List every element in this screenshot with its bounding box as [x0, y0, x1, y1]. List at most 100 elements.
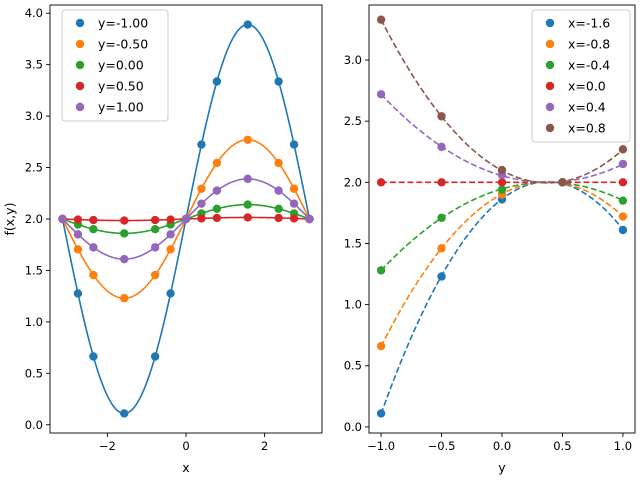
data-point-5-2 [497, 165, 507, 175]
data-point-1-3 [120, 294, 129, 303]
data-point-1-2 [89, 270, 98, 280]
series-group [58, 20, 314, 418]
data-point-1-9 [243, 135, 252, 144]
data-point-2-2 [497, 185, 507, 194]
legend-marker-1 [75, 39, 85, 49]
data-point-2-1 [437, 213, 446, 222]
data-point-5-1 [437, 112, 446, 121]
data-point-3-4 [150, 215, 160, 225]
legend-label-3: y=0.50 [98, 79, 144, 94]
data-point-4-0 [376, 90, 386, 99]
data-point-0-7 [197, 140, 206, 149]
data-point-3-4 [618, 178, 628, 187]
legend-marker-5 [545, 123, 555, 133]
data-point-4-4 [150, 243, 160, 252]
series-group [376, 15, 628, 418]
y-tick-label: 1.5 [25, 263, 43, 277]
data-point-4-12 [305, 214, 314, 224]
data-point-0-1 [437, 272, 446, 281]
data-point-1-8 [212, 158, 222, 168]
x-tick-label: 0.0 [493, 439, 511, 453]
data-point-4-6 [181, 214, 191, 224]
legend-label-1: x=-0.8 [568, 37, 610, 52]
data-point-4-8 [212, 186, 222, 195]
data-point-3-2 [89, 215, 98, 225]
data-point-4-3 [120, 254, 129, 264]
data-point-2-0 [376, 266, 386, 275]
x-tick-label: 0 [182, 439, 189, 453]
right-chart: −1.0 −0.5 0.0 0.5 1.0 0.0 0.5 1.0 1.5 2.0 2.5 3.0 y x… [344, 4, 636, 475]
data-point-3-11 [289, 214, 299, 223]
y-tick-label: 3.0 [344, 53, 362, 67]
y-tick-label: 1.0 [25, 315, 43, 329]
data-point-1-4 [150, 270, 160, 280]
data-point-0-8 [212, 77, 222, 86]
data-point-4-4 [618, 159, 628, 169]
legend: y=-1.00 y=-0.50 y=0.00 y=0.50 y=1.00 [61, 9, 169, 122]
y-tick-label: 3.5 [25, 58, 43, 72]
x-tick-label: 1.0 [614, 439, 632, 453]
data-point-2-2 [89, 224, 98, 234]
y-tick-label: 2.0 [344, 175, 362, 189]
y-tick-label: 2.5 [25, 161, 43, 175]
x-axis-label: x [182, 460, 189, 475]
x-axis-label: y [498, 460, 506, 475]
data-point-1-10 [274, 158, 283, 168]
data-point-3-2 [497, 178, 507, 187]
legend-label-5: x=0.8 [568, 121, 606, 136]
legend: x=-1.6 x=-0.8 x=-0.4 x=0.0 x=0.4 x=0.8 [531, 9, 631, 143]
y-tick-label: 1.0 [344, 298, 362, 312]
y-tick-label: 3.0 [25, 109, 43, 123]
legend-box [61, 9, 169, 122]
data-point-4-7 [197, 199, 206, 208]
data-point-4-2 [89, 243, 98, 252]
x-tick-label: −2 [99, 439, 116, 453]
y-tick-label: 0.0 [344, 420, 362, 434]
data-point-4-9 [243, 174, 252, 184]
series-line-4 [380, 93, 624, 184]
legend-label-4: x=0.4 [568, 100, 606, 115]
data-point-1-0 [376, 341, 386, 351]
data-point-0-3 [120, 409, 129, 418]
legend-marker-1 [545, 39, 555, 49]
x-tick-label: −1.0 [367, 439, 395, 453]
data-point-1-4 [618, 212, 628, 221]
x-tick-label: −0.5 [428, 439, 456, 453]
data-point-2-8 [212, 204, 222, 214]
data-point-0-0 [376, 409, 386, 418]
data-point-0-4 [618, 225, 628, 235]
y-tick-label: 0.5 [344, 359, 362, 373]
y-tick-label: 2.0 [25, 212, 43, 226]
data-point-0-1 [73, 289, 83, 298]
data-point-3-9 [243, 213, 252, 222]
series-line-2 [380, 181, 624, 271]
legend-box [531, 9, 631, 143]
y-tick-label: 0.0 [25, 418, 43, 432]
legend-label-0: y=-1.00 [98, 16, 148, 31]
legend-label-3: x=0.0 [568, 79, 606, 94]
data-point-4-11 [289, 199, 299, 208]
y-tick-label: 4.0 [25, 6, 43, 20]
legend-marker-2 [75, 60, 85, 70]
data-point-2-3 [120, 229, 129, 238]
data-point-0-5 [166, 289, 175, 298]
data-point-3-10 [274, 213, 283, 223]
data-point-3-5 [166, 215, 175, 224]
legend-marker-0 [75, 18, 85, 28]
data-point-2-9 [243, 200, 252, 209]
data-point-0-4 [150, 352, 160, 361]
data-point-3-1 [437, 178, 446, 187]
y-axis-label: f(x,y) [2, 203, 17, 236]
data-point-2-4 [618, 196, 628, 205]
legend-marker-2 [545, 60, 555, 70]
data-point-2-4 [150, 224, 160, 234]
legend-label-2: x=-0.4 [568, 58, 610, 73]
legend-marker-3 [545, 81, 555, 91]
data-point-4-10 [274, 186, 283, 195]
data-point-0-10 [274, 77, 283, 86]
left-chart: −2 0 2 0.0 0.5 1.0 1.5 2.0 2.5 3.0 3.5 4.0 x f(x,y) y=… [2, 4, 323, 475]
data-point-5-0 [376, 15, 386, 24]
data-point-2-10 [274, 204, 283, 214]
legend-marker-3 [75, 81, 85, 91]
